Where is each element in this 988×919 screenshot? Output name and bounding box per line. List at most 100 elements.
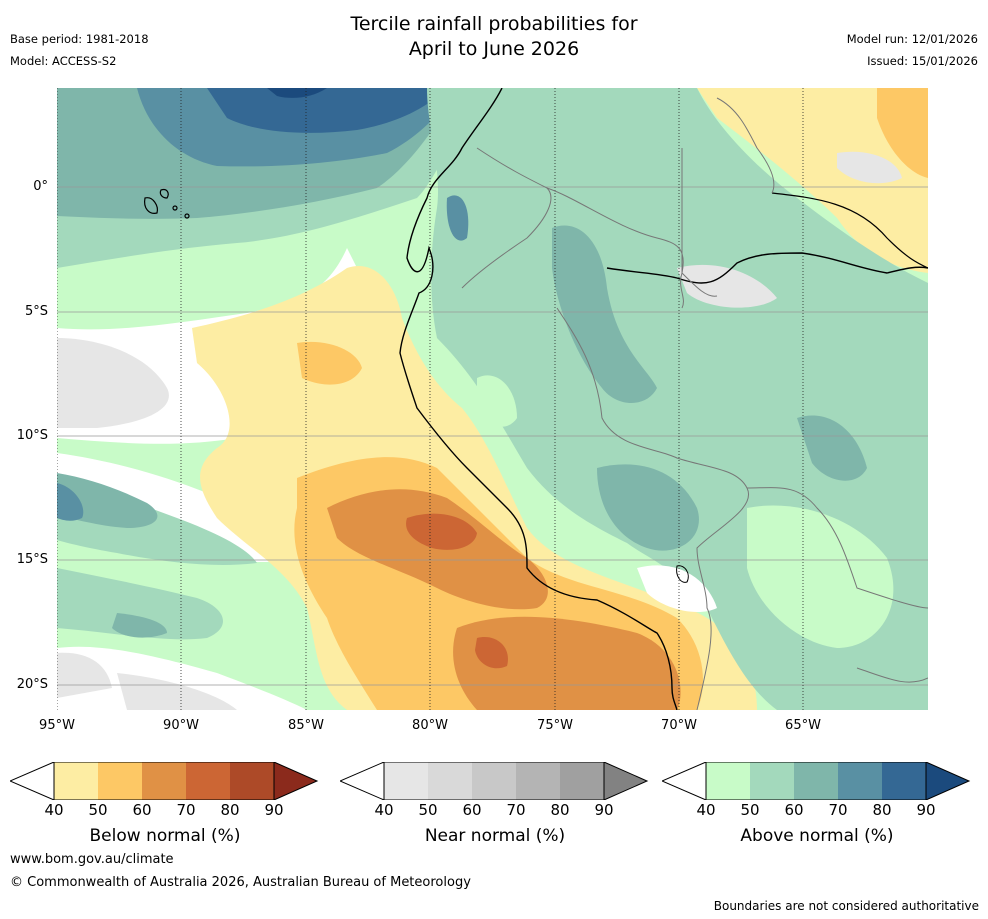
lon-tick-65w: 65°W [785,718,821,733]
probability-map [57,88,928,710]
near-normal-label: Near normal (%) [424,826,566,846]
lake-titicaca [676,565,689,583]
lon-tick-95w: 95°W [39,718,75,733]
near-tick-60: 60 [462,801,482,819]
south-white-region [57,646,307,710]
above-tick-40: 40 [696,801,716,819]
amazon-delta-coast [771,192,928,269]
lon-tick-80w: 80°W [412,718,448,733]
near-normal-patch-s [117,673,237,710]
base-period: Base period: 1981-2018 [10,32,149,46]
near-normal-northeast-patch [837,151,902,184]
above-swatch-3 [794,762,838,800]
below-colorbar-min-arrow [10,762,55,800]
latitude-gridlines [57,186,928,686]
footer-disclaimer: Boundaries are not considered authoritat… [713,899,979,913]
near-colorbar-max-arrow [603,762,649,800]
near-colorbar-min-arrow [340,762,385,800]
below-70-south-patch [475,637,508,669]
near-tick-50: 50 [418,801,438,819]
lat-tick-10s: 10°S [16,428,48,443]
country-boundaries [461,97,928,710]
lon-tick-75w: 75°W [537,718,573,733]
above-normal-colorbar [662,762,971,800]
above-60-small-patch [112,613,167,638]
above-tick-90: 90 [916,801,936,819]
below-60-central [327,489,548,610]
map-title: Tercile rainfall probabilities for April… [0,12,988,62]
below-tick-70: 70 [176,801,196,819]
above-colorbar-outline [705,762,927,800]
near-normal-patch [57,338,169,428]
above-swatch-4 [838,762,882,800]
below-70-patch [406,513,477,550]
white-continent-patch [637,565,717,613]
below-swatch-2 [98,762,142,800]
near-tick-70: 70 [506,801,526,819]
lat-tick-0: 0° [33,179,48,194]
above-normal-label: Above normal (%) [740,826,894,846]
near-tick-90: 90 [594,801,614,819]
footer-copyright: © Commonwealth of Australia 2026, Austra… [10,875,471,890]
model-run: Model run: 12/01/2026 [846,32,978,46]
above-colorbar-max-arrow [925,762,971,800]
amazon-river [606,252,928,284]
near-swatch-5 [560,762,604,800]
lat-tick-20s: 20°S [16,677,48,692]
above-swatch-5 [882,762,926,800]
near-tick-80: 80 [550,801,570,819]
above-70-continent-patch [446,195,469,241]
below-colorbar-outline [53,762,275,800]
above-swatch-1 [706,762,750,800]
below-colorbar-max-arrow [273,762,319,800]
lat-tick-5s: 5°S [24,304,48,319]
above-colorbar-min-arrow [662,762,707,800]
below-50-patch [297,341,362,385]
above-50-south-band [57,568,224,640]
below-tick-50: 50 [88,801,108,819]
above-swatch-2 [750,762,794,800]
above-60-continent-north [552,225,657,403]
below-tick-90: 90 [264,801,284,819]
near-swatch-3 [472,762,516,800]
above-tick-50: 50 [740,801,760,819]
below-swatch-1 [54,762,98,800]
above-70-west-patch [57,483,84,521]
model-info: Base period: 1981-2018 Model: ACCESS-S2 [10,28,149,72]
below-swatch-3 [142,762,186,800]
run-info: Model run: 12/01/2026 Issued: 15/01/2026 [847,28,978,72]
above-tick-80: 80 [872,801,892,819]
below-normal-colorbar [10,762,319,800]
above-tick-70: 70 [828,801,848,819]
above-90-north-pacific [267,88,327,98]
above-tick-60: 60 [784,801,804,819]
below-normal-label: Below normal (%) [89,826,241,846]
above-60-continent-east [797,415,867,481]
near-swatch-1 [384,762,428,800]
near-normal-colorbar [340,762,649,800]
below-50-northeast [877,88,928,178]
above-40-continent-patch [747,505,894,648]
issued-date: Issued: 15/01/2026 [867,54,978,68]
below-swatch-5 [230,762,274,800]
coastline [399,88,678,710]
above-80-north-pacific [207,88,447,133]
above-60-continent-central [597,464,699,551]
above-40-coastal-patch [477,375,517,427]
near-normal-patch-sw [57,652,112,698]
near-swatch-2 [428,762,472,800]
galapagos-islands [144,188,190,219]
lon-tick-90w: 90°W [163,718,199,733]
below-60-south [453,616,681,710]
near-tick-40: 40 [374,801,394,819]
model-name: Model: ACCESS-S2 [10,54,117,68]
below-40-northeast [697,88,928,273]
below-tick-40: 40 [44,801,64,819]
lon-tick-85w: 85°W [288,718,324,733]
lat-tick-15s: 15°S [16,552,48,567]
footer-url[interactable]: www.bom.gov.au/climate [10,852,174,867]
below-swatch-4 [186,762,230,800]
near-normal-continent-patch [677,264,777,308]
title-line-1: Tercile rainfall probabilities for [350,13,638,35]
near-swatch-4 [516,762,560,800]
